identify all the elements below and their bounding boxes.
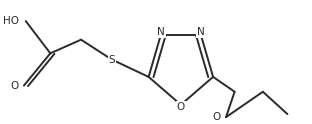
Text: O: O (10, 81, 18, 91)
Text: N: N (197, 28, 205, 37)
Text: S: S (109, 55, 115, 64)
Text: O: O (213, 112, 221, 122)
Text: O: O (177, 102, 185, 112)
Text: N: N (157, 28, 165, 37)
Text: HO: HO (3, 16, 19, 26)
